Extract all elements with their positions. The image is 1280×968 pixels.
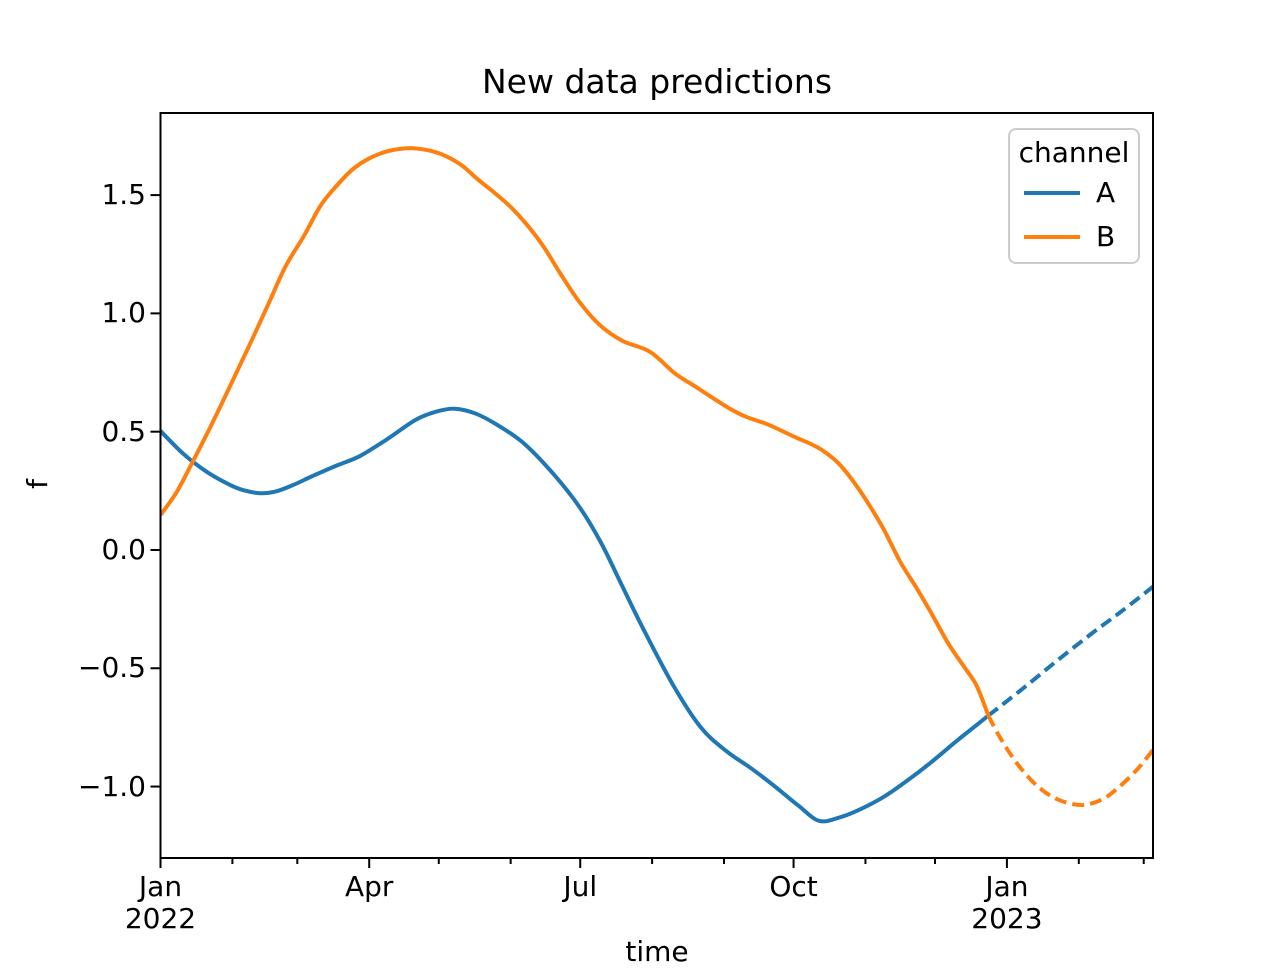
x-axis-label: time bbox=[625, 935, 689, 968]
series-b-line-icon bbox=[1024, 235, 1080, 239]
legend-title: channel bbox=[1018, 136, 1130, 169]
x-tick-label: Apr bbox=[344, 870, 394, 903]
series-a-predicted-line bbox=[987, 585, 1153, 718]
y-tick-label: 1.5 bbox=[101, 178, 146, 212]
axes-box bbox=[159, 112, 1154, 859]
chart-title: New data predictions bbox=[481, 62, 833, 101]
series-a-observed-line bbox=[160, 406, 990, 824]
legend-item-b: B bbox=[1010, 215, 1138, 259]
legend: channel A B bbox=[1008, 128, 1140, 264]
series-b-observed-line bbox=[160, 146, 991, 717]
legend-label-a: A bbox=[1096, 176, 1116, 209]
legend-label-b: B bbox=[1096, 220, 1116, 253]
x-tick-label: Jul bbox=[563, 870, 598, 903]
y-tick-label: 0.0 bbox=[101, 532, 146, 566]
x-tick-label: Jan 2023 bbox=[971, 870, 1043, 935]
x-tick-label: Oct bbox=[769, 870, 818, 903]
series-b-predicted-line bbox=[986, 714, 1153, 808]
series-a-line-icon bbox=[1024, 191, 1080, 195]
x-tick-label: Jan 2022 bbox=[124, 870, 197, 935]
y-tick-label: −1.0 bbox=[78, 769, 146, 803]
legend-item-a: A bbox=[1010, 171, 1138, 215]
y-tick-label: −0.5 bbox=[78, 651, 146, 685]
y-tick-label: 0.5 bbox=[101, 414, 146, 448]
y-tick-label: 1.0 bbox=[101, 296, 146, 330]
y-axis-label: f bbox=[21, 479, 54, 489]
